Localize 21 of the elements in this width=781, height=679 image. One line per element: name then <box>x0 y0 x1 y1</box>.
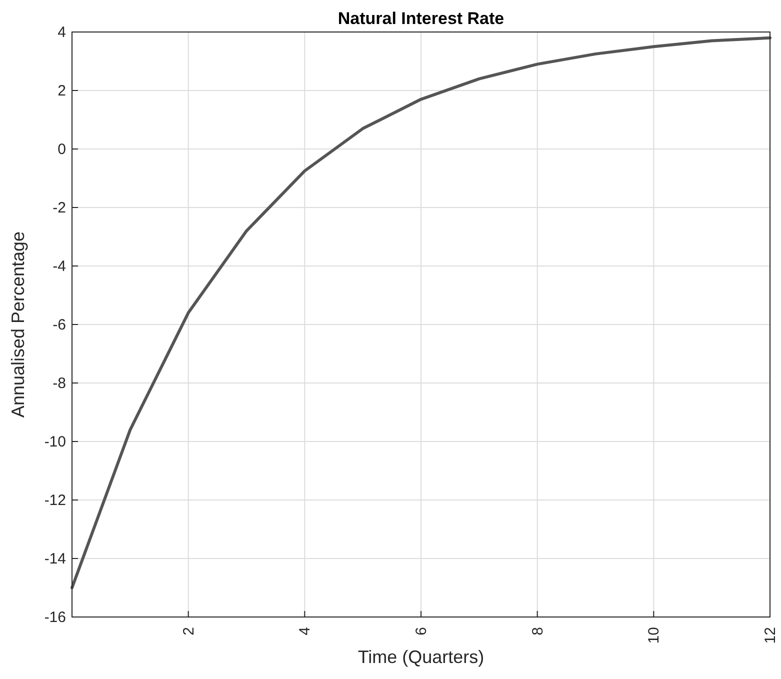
x-axis-title: Time (Quarters) <box>358 647 484 667</box>
y-tick-label: 0 <box>58 141 66 158</box>
x-tick-label: 10 <box>646 627 663 644</box>
y-tick-label: -2 <box>52 200 66 216</box>
x-tick-label: 2 <box>180 627 198 636</box>
y-tick-label: 4 <box>58 24 66 41</box>
y-tick-label: -8 <box>52 375 66 392</box>
y-axis-title: Annualised Percentage <box>8 231 28 418</box>
y-tick-label: -10 <box>44 434 66 450</box>
y-tick-label: -6 <box>52 316 66 334</box>
y-tick-label: -14 <box>44 550 66 568</box>
x-tick-label: 4 <box>296 627 314 636</box>
y-tick-label: -16 <box>44 609 66 626</box>
x-tick-label: 6 <box>413 627 430 636</box>
chart-title: Natural Interest Rate <box>338 9 504 28</box>
y-tick-label: -4 <box>52 258 66 275</box>
line-series <box>70 36 772 590</box>
x-tick-label: 12 <box>762 627 779 644</box>
y-tick-label: 2 <box>58 82 66 100</box>
x-tick-label: 8 <box>529 627 546 636</box>
y-tick-label: -12 <box>44 492 66 509</box>
